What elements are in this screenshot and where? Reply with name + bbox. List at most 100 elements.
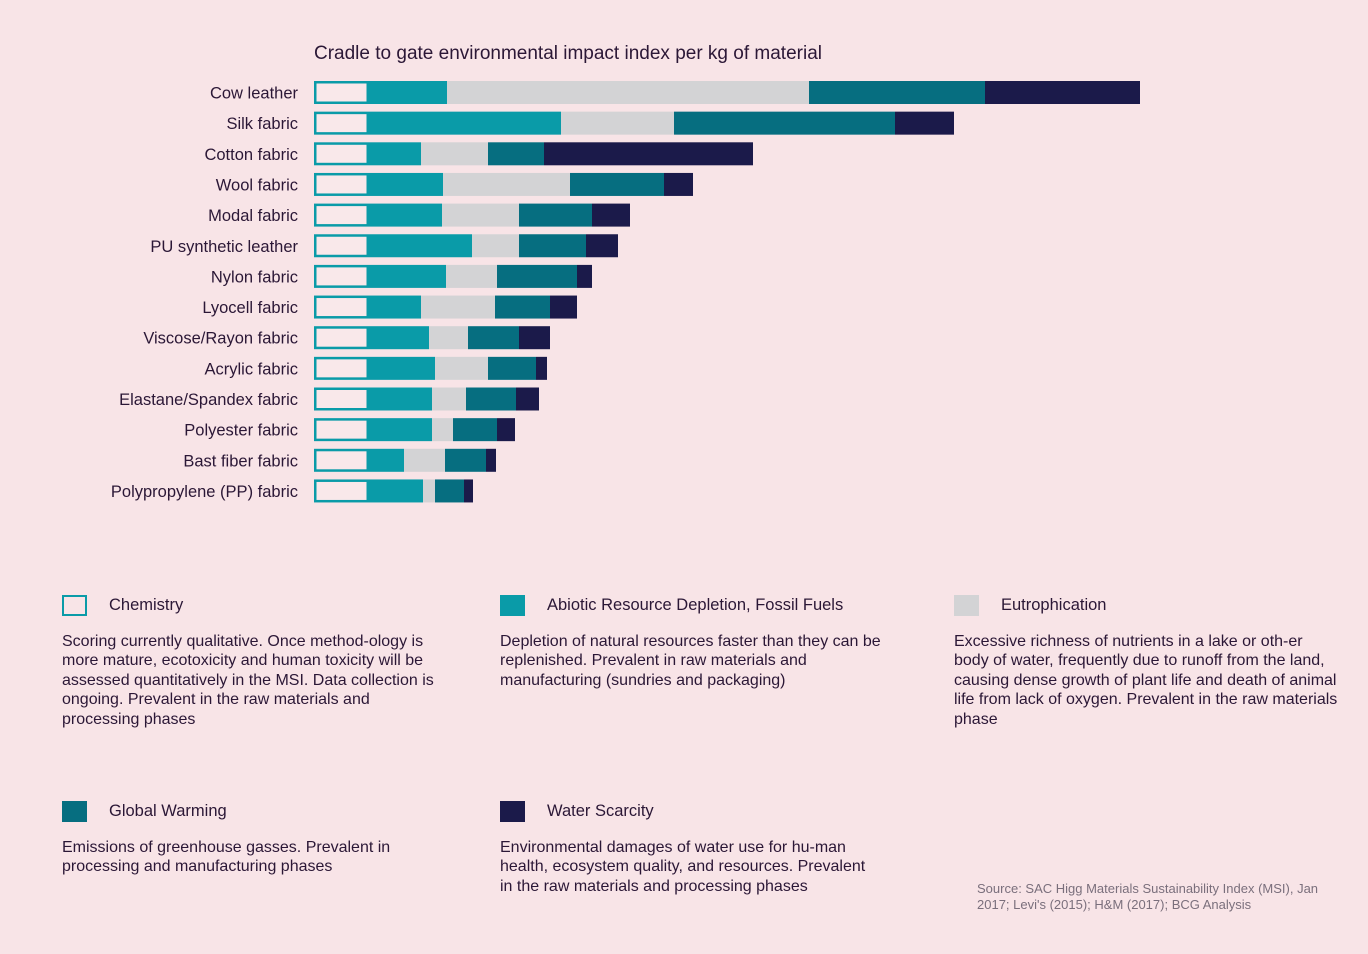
- bar-segment-eutrophication: [432, 387, 466, 411]
- bar-segment-water-scarcity: [550, 295, 577, 319]
- bar-segment-abiotic-resource-depletion-fossil-fuels: [369, 418, 432, 442]
- legend-swatch-global-warming: [62, 800, 87, 822]
- bar-segment-global-warming: [519, 203, 592, 227]
- bar-segment-water-scarcity: [544, 142, 753, 166]
- bar-segment-water-scarcity: [985, 81, 1140, 104]
- bar-segment-global-warming: [809, 81, 985, 104]
- legend-label: Chemistry: [109, 595, 184, 614]
- bar-segment-chemistry: [314, 142, 369, 166]
- bar-segment-chemistry: [314, 418, 369, 442]
- bar-segment-global-warming: [674, 111, 895, 135]
- bar-segment-eutrophication: [421, 295, 495, 319]
- bar-segment-chemistry: [314, 387, 369, 411]
- bar-segment-global-warming: [453, 418, 497, 442]
- bar-segment-eutrophication: [432, 418, 453, 442]
- bar-segment-abiotic-resource-depletion-fossil-fuels: [369, 203, 442, 227]
- category-label: Viscose/Rayon fabric: [143, 330, 298, 348]
- bar-segment-global-warming: [497, 264, 577, 288]
- bar-segment-abiotic-resource-depletion-fossil-fuels: [369, 264, 446, 288]
- bar-segment-water-scarcity: [497, 418, 515, 442]
- bar-segment-water-scarcity: [536, 356, 547, 380]
- legend-item-chemistry: Chemistry Scoring currently qualitative.…: [62, 592, 462, 729]
- bar-segment-chemistry: [314, 234, 369, 258]
- legend-item-water-scarcity: Water Scarcity Environmental damages of …: [500, 798, 900, 896]
- bar-segment-abiotic-resource-depletion-fossil-fuels: [369, 479, 423, 503]
- legend-swatch-water-scarcity: [500, 800, 525, 822]
- bar-segment-abiotic-resource-depletion-fossil-fuels: [369, 234, 472, 258]
- legend-label: Abiotic Resource Depletion, Fossil Fuels: [547, 595, 844, 614]
- bar-segment-global-warming: [570, 172, 664, 196]
- chart-title: Cradle to gate environmental impact inde…: [314, 43, 822, 64]
- category-label: PU synthetic leather: [150, 238, 298, 256]
- source-note: Source: SAC Higg Materials Sustainabilit…: [977, 881, 1319, 912]
- legend-label: Global Warming: [109, 801, 227, 820]
- bar-segment-chemistry: [314, 479, 369, 503]
- category-label: Modal fabric: [208, 207, 298, 225]
- bar-segment-abiotic-resource-depletion-fossil-fuels: [369, 295, 421, 319]
- legend-description: Depletion of natural resources faster th…: [500, 633, 881, 689]
- bar-segment-water-scarcity: [486, 448, 496, 472]
- bar-segment-global-warming: [519, 234, 586, 258]
- bar-segment-global-warming: [435, 479, 464, 503]
- bar-segment-chemistry: [314, 448, 369, 472]
- bar-segment-eutrophication: [561, 111, 674, 135]
- legend-item-global-warming: Global Warming Emissions of greenhouse g…: [62, 798, 462, 877]
- bar-segment-eutrophication: [442, 203, 519, 227]
- category-label: Polyester fabric: [184, 422, 298, 440]
- category-label: Acrylic fabric: [204, 360, 298, 378]
- bar-segment-eutrophication: [404, 448, 445, 472]
- bar-segment-water-scarcity: [519, 326, 550, 350]
- category-label: Nylon fabric: [211, 268, 298, 286]
- bar-segment-global-warming: [445, 448, 486, 472]
- bar-segment-abiotic-resource-depletion-fossil-fuels: [369, 326, 429, 350]
- bar-segment-eutrophication: [447, 81, 809, 104]
- bar-segment-chemistry: [314, 295, 369, 319]
- bar-segment-water-scarcity: [895, 111, 954, 135]
- legend-description: Emissions of greenhouse gasses. Prevalen…: [62, 839, 391, 876]
- category-label: Cow leather: [210, 85, 299, 103]
- bar-segment-water-scarcity: [516, 387, 539, 411]
- bar-segment-eutrophication: [429, 326, 468, 350]
- bar-segment-chemistry: [314, 326, 369, 350]
- bar-segment-water-scarcity: [664, 172, 693, 196]
- bar-segment-abiotic-resource-depletion-fossil-fuels: [369, 387, 432, 411]
- bar-segment-abiotic-resource-depletion-fossil-fuels: [369, 448, 404, 472]
- category-label: Bast fiber fabric: [183, 452, 298, 470]
- category-label: Lyocell fabric: [202, 299, 298, 317]
- bar-segment-chemistry: [314, 111, 369, 135]
- category-label: Cotton fabric: [204, 146, 298, 164]
- bar-segment-eutrophication: [421, 142, 488, 166]
- bar-segment-water-scarcity: [577, 264, 592, 288]
- bar-segment-global-warming: [488, 356, 536, 380]
- bar-segment-chemistry: [314, 81, 369, 104]
- legend-description: Scoring currently qualitative. Once meth…: [62, 633, 434, 728]
- bar-segment-abiotic-resource-depletion-fossil-fuels: [369, 356, 435, 380]
- bar-segment-water-scarcity: [464, 479, 473, 503]
- bar-segment-eutrophication: [423, 479, 435, 503]
- legend-swatch-abiotic: [500, 594, 525, 616]
- category-label: Polypropylene (PP) fabric: [111, 483, 298, 501]
- legend-item-abiotic: Abiotic Resource Depletion, Fossil Fuels…: [500, 592, 900, 690]
- legend-swatch-chemistry: [62, 594, 87, 616]
- legend-label: Eutrophication: [1001, 595, 1107, 614]
- legend-label: Water Scarcity: [547, 801, 654, 820]
- bar-segment-chemistry: [314, 203, 369, 227]
- category-label: Silk fabric: [226, 115, 298, 133]
- bar-segment-global-warming: [466, 387, 516, 411]
- legend-item-eutrophication: Eutrophication Excessive richness of nut…: [954, 592, 1354, 729]
- bar-segment-chemistry: [314, 172, 369, 196]
- bar-segment-global-warming: [468, 326, 519, 350]
- bar-segment-abiotic-resource-depletion-fossil-fuels: [369, 142, 421, 166]
- bar-segment-eutrophication: [472, 234, 519, 258]
- legend-swatch-eutrophication: [954, 594, 979, 616]
- bar-segment-abiotic-resource-depletion-fossil-fuels: [369, 81, 447, 104]
- bar-segment-eutrophication: [446, 264, 497, 288]
- bar-segment-global-warming: [488, 142, 544, 166]
- bar-segment-water-scarcity: [586, 234, 618, 258]
- bar-segment-chemistry: [314, 264, 369, 288]
- bar-segment-eutrophication: [443, 172, 570, 196]
- category-label: Elastane/Spandex fabric: [119, 391, 298, 409]
- legend-description: Excessive richness of nutrients in a lak…: [954, 633, 1338, 728]
- bar-segment-eutrophication: [435, 356, 488, 380]
